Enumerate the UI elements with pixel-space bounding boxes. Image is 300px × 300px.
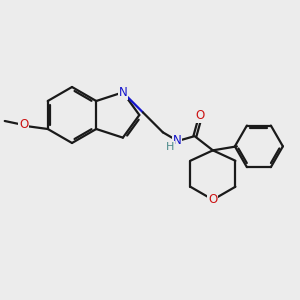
Text: O: O: [19, 118, 28, 131]
Text: N: N: [172, 134, 181, 147]
Text: O: O: [208, 193, 218, 206]
Text: N: N: [118, 86, 127, 99]
Text: O: O: [195, 109, 205, 122]
Text: H: H: [166, 142, 174, 152]
